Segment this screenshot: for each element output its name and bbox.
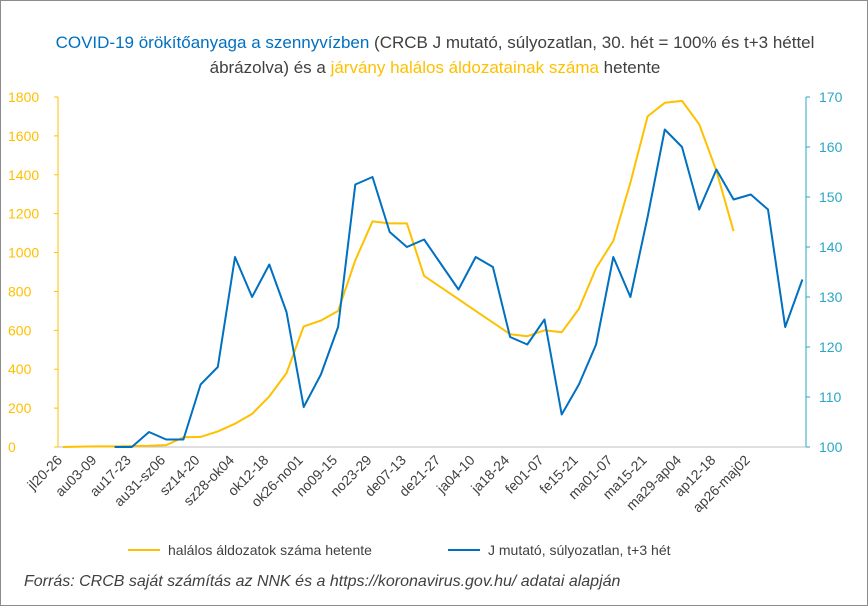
title-part-0: COVID-19 örökítőanyaga a szennyvízben	[55, 33, 370, 52]
series-line-1	[114, 128, 804, 448]
title-part-2: járvány halálos áldozatainak száma	[330, 58, 599, 77]
right-tick-label: 130	[819, 289, 843, 305]
left-tick-label: 1800	[8, 89, 39, 105]
source-note: Forrás: CRCB saját számítás az NNK és a …	[24, 573, 621, 590]
legend-group: halálos áldozatok száma hetente J mutató,…	[128, 542, 671, 558]
right-tick-label: 160	[819, 139, 843, 155]
left-tick-label: 0	[8, 439, 16, 455]
left-tick-label: 1200	[8, 206, 39, 222]
title-part-1: (CRCB J mutató, súlyozatlan, 30. hét = 1…	[209, 33, 815, 77]
left-tick-label: 200	[8, 400, 32, 416]
right-tick-label: 170	[819, 89, 843, 105]
left-tick-label: 600	[8, 322, 32, 338]
right-tick-label: 110	[819, 389, 842, 405]
right-tick-label: 150	[819, 189, 843, 205]
left-tick-label: 800	[8, 283, 32, 299]
x-tick-label: ja04-10	[433, 452, 478, 497]
left-tick-label: 400	[8, 361, 32, 377]
right-tick-label: 140	[819, 239, 843, 255]
series-group	[62, 99, 804, 448]
title-part-3: hetente	[598, 58, 661, 77]
right-tick-label: 100	[819, 439, 843, 455]
chart-title: COVID-19 örökítőanyaga a szennyvízben (C…	[40, 30, 830, 80]
series-line-0	[62, 99, 735, 448]
axes-group: 0 200 400 600 800 1000 1200 1400 1600 1800 100 110 1…	[8, 89, 843, 515]
left-tick-label: 1400	[8, 167, 39, 183]
legend-label-0: halálos áldozatok száma hetente	[168, 542, 372, 558]
left-tick-label: 1600	[8, 128, 39, 144]
right-tick-label: 120	[819, 339, 843, 355]
legend-label-1: J mutató, súlyozatlan, t+3 hét	[488, 542, 671, 558]
left-tick-label: 1000	[8, 245, 39, 261]
